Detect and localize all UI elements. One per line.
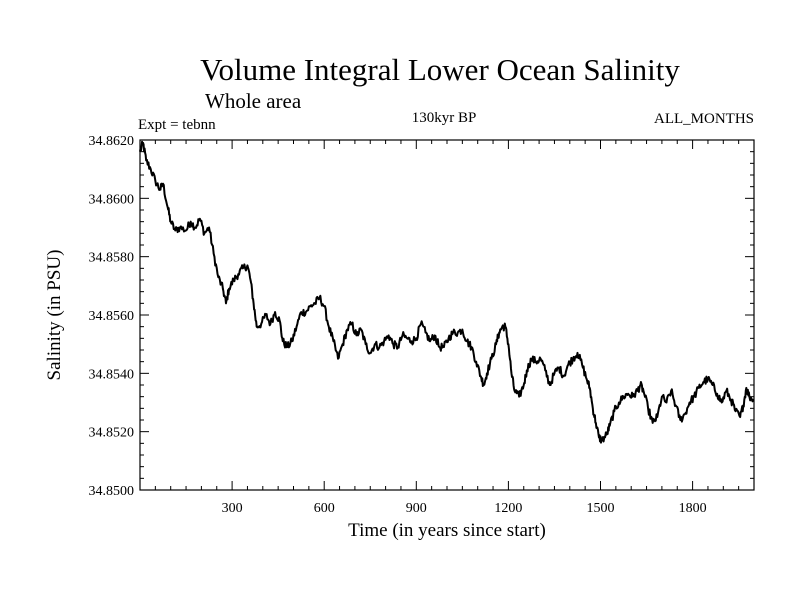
- y-tick-label: 34.8560: [89, 309, 135, 324]
- y-tick-label: 34.8540: [89, 367, 135, 382]
- months-label: ALL_MONTHS: [654, 111, 754, 127]
- x-tick-label: 1800: [679, 501, 707, 516]
- y-tick-label: 34.8520: [89, 426, 135, 441]
- y-tick-label: 34.8580: [89, 251, 135, 266]
- salinity-series-line: [139, 140, 755, 444]
- y-tick-label: 34.8600: [89, 192, 135, 207]
- chart-title: Volume Integral Lower Ocean Salinity: [200, 52, 680, 87]
- plot-frame: [139, 139, 755, 491]
- x-tick-label: 300: [222, 501, 243, 516]
- x-tick-label: 1200: [494, 501, 522, 516]
- chart-subtitle: Whole area: [205, 89, 302, 113]
- x-axis-ticks: 300 600 900 1200 1500 1800: [154, 140, 740, 516]
- period-label: 130kyr BP: [412, 110, 477, 126]
- x-tick-label: 1500: [587, 501, 615, 516]
- x-tick-label: 600: [314, 501, 335, 516]
- y-axis-label: Salinity (in PSU): [44, 250, 65, 381]
- x-axis-label: Time (in years since start): [348, 520, 546, 541]
- y-tick-label: 34.8500: [89, 484, 135, 499]
- y-axis-ticks: 34.8500 34.8520 34.8540 34.8560 34.8580 34.86…: [89, 134, 754, 499]
- y-tick-label: 34.8620: [89, 134, 135, 149]
- x-tick-label: 900: [406, 501, 427, 516]
- expt-label: Expt = tebnn: [138, 117, 216, 133]
